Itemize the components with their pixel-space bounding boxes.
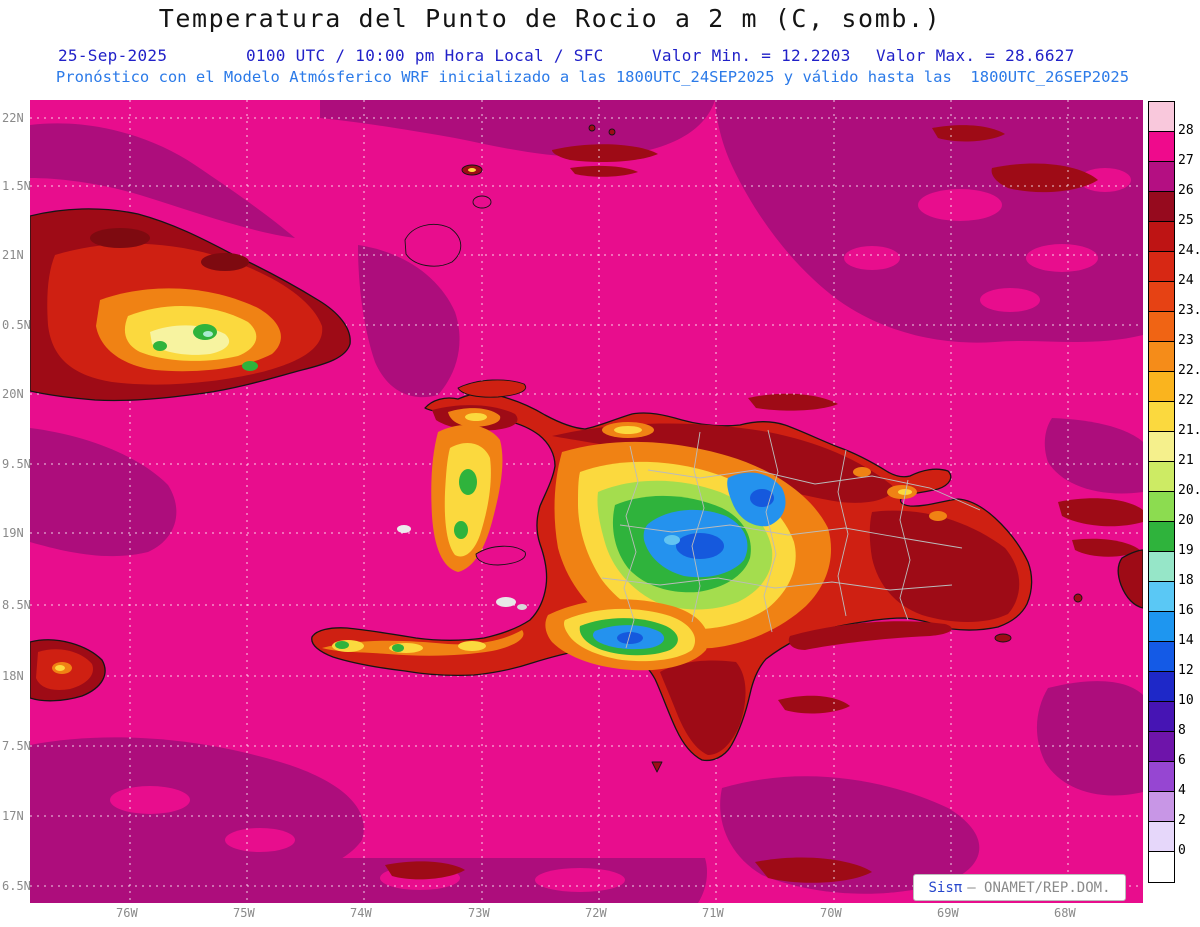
colorbar-tick-label: 19 <box>1178 543 1194 558</box>
lat-tick-label: 8.5N <box>2 598 31 612</box>
colorbar-segment <box>1149 252 1174 282</box>
colorbar-segment <box>1149 342 1174 372</box>
bahamas-islands <box>404 124 616 267</box>
colorbar-segment <box>1149 222 1174 252</box>
lon-tick-label: 70W <box>820 906 842 920</box>
colorbar-tick-label: 0 <box>1178 843 1186 858</box>
lon-tick-label: 74W <box>350 906 372 920</box>
ocean-bright-holes <box>110 168 1131 892</box>
colorbar-segment <box>1149 702 1174 732</box>
jamaica-landmass <box>30 639 106 702</box>
colorbar-tick-label: 6 <box>1178 753 1186 768</box>
lat-tick-label: 19N <box>2 526 24 540</box>
colorbar-segment <box>1149 432 1174 462</box>
colorbar-segment <box>1149 672 1174 702</box>
colorbar-tick-label: 20.5 <box>1178 483 1200 498</box>
lat-tick-label: 20N <box>2 387 24 401</box>
valid-time-label: 0100 UTC / 10:00 pm Hora Local / SFC <box>246 46 604 65</box>
ocean-dark-red-streaks <box>385 125 1143 883</box>
colorbar-tick-label: 25 <box>1178 213 1194 228</box>
colorbar-segment <box>1149 492 1174 522</box>
province-boundaries <box>601 429 981 649</box>
lon-tick-label: 73W <box>468 906 490 920</box>
lat-tick-label: 22N <box>2 111 24 125</box>
colorbar-tick-label: 27 <box>1178 153 1194 168</box>
colorbar-segment <box>1149 792 1174 822</box>
forecast-description: Pronóstico con el Modelo Atmósferico WRF… <box>55 68 1130 86</box>
colorbar <box>1148 101 1175 883</box>
colorbar-segment <box>1149 732 1174 762</box>
colorbar-tick-label: 21.5 <box>1178 423 1200 438</box>
puerto-rico-tip <box>1073 549 1143 609</box>
colorbar-tick-label: 23.5 <box>1178 303 1200 318</box>
colorbar-segment <box>1149 582 1174 612</box>
colorbar-segment <box>1149 162 1174 192</box>
colorbar-segment <box>1149 462 1174 492</box>
colorbar-tick-label: 28 <box>1178 123 1194 138</box>
valid-date-label: 25-Sep-2025 <box>58 46 168 65</box>
colorbar-tick-label: 18 <box>1178 573 1194 588</box>
colorbar-tick-label: 2 <box>1178 813 1186 828</box>
map-title: Temperatura del Punto de Rocio a 2 m (C,… <box>158 4 942 33</box>
colorbar-tick-label: 4 <box>1178 783 1186 798</box>
colorbar-tick-label: 26 <box>1178 183 1194 198</box>
colorbar-tick-label: 22.5 <box>1178 363 1200 378</box>
colorbar-segment <box>1149 312 1174 342</box>
colorbar-tick-label: 21 <box>1178 453 1194 468</box>
lon-tick-label: 76W <box>116 906 138 920</box>
colorbar-tick-label: 10 <box>1178 693 1194 708</box>
colorbar-tick-label: 23 <box>1178 333 1194 348</box>
lat-tick-label: 9.5N <box>2 457 31 471</box>
colorbar-segment <box>1149 612 1174 642</box>
cuba-landmass <box>30 208 351 402</box>
colorbar-tick-label: 20 <box>1178 513 1194 528</box>
forecast-map <box>30 100 1143 903</box>
colorbar-tick-label: 16 <box>1178 603 1194 618</box>
colorbar-tick-label: 12 <box>1178 663 1194 678</box>
hispaniola-landmass <box>311 392 1033 762</box>
lat-tick-label: 18N <box>2 669 24 683</box>
colorbar-tick-label: 24 <box>1178 273 1194 288</box>
colorbar-segment <box>1149 102 1174 132</box>
lon-tick-label: 72W <box>585 906 607 920</box>
colorbar-tick-label: 8 <box>1178 723 1186 738</box>
watermark-org: – ONAMET/REP.DOM. <box>967 879 1111 896</box>
colorbar-segment <box>1149 132 1174 162</box>
colorbar-segment <box>1149 372 1174 402</box>
lon-tick-label: 69W <box>937 906 959 920</box>
colorbar-segment <box>1149 522 1174 552</box>
min-value-label: Valor Min. = 12.2203 <box>652 46 851 65</box>
lat-tick-label: 7.5N <box>2 739 31 753</box>
lat-tick-label: 21N <box>2 248 24 262</box>
watermark-badge: Sisπ – ONAMET/REP.DOM. <box>913 874 1126 901</box>
lat-tick-label: 1.5N <box>2 179 31 193</box>
colorbar-tick-label: 14 <box>1178 633 1194 648</box>
lat-tick-label: 17N <box>2 809 24 823</box>
satellite-islands <box>457 379 1012 773</box>
colorbar-segment <box>1149 282 1174 312</box>
colorbar-segment <box>1149 642 1174 672</box>
lat-tick-label: 0.5N <box>2 318 31 332</box>
colorbar-segment <box>1149 822 1174 852</box>
lat-tick-label: 6.5N <box>2 879 31 893</box>
colorbar-tick-label: 24.5 <box>1178 243 1200 258</box>
colorbar-segment <box>1149 852 1174 882</box>
ocean-dark-magenta-patches <box>30 100 1143 903</box>
colorbar-segment <box>1149 762 1174 792</box>
colorbar-segment <box>1149 552 1174 582</box>
colorbar-segment <box>1149 192 1174 222</box>
lon-tick-label: 68W <box>1054 906 1076 920</box>
colorbar-tick-label: 22 <box>1178 393 1194 408</box>
watermark-brand: Sisπ <box>928 879 963 896</box>
colorbar-segment <box>1149 402 1174 432</box>
lon-tick-label: 71W <box>702 906 724 920</box>
lon-tick-label: 75W <box>233 906 255 920</box>
max-value-label: Valor Max. = 28.6627 <box>876 46 1075 65</box>
